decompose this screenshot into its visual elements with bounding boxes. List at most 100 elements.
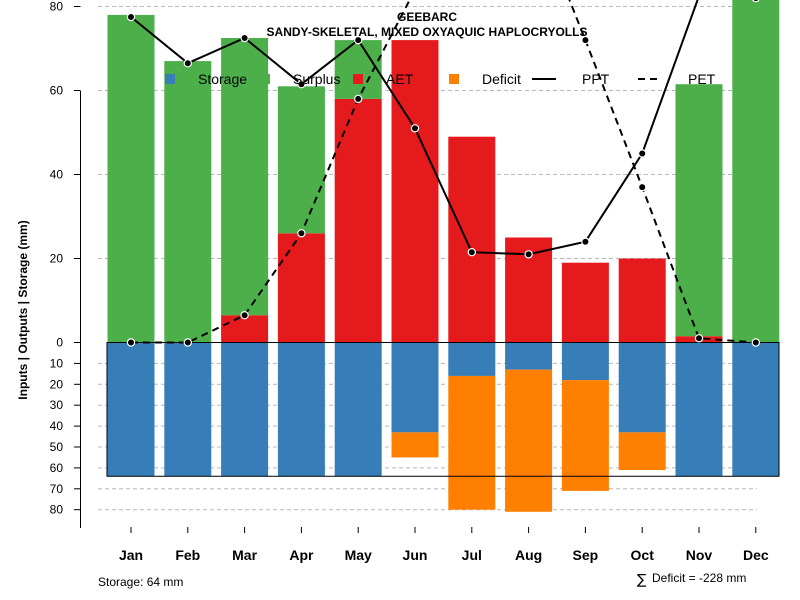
y-tick-label: 20 bbox=[50, 377, 64, 391]
bar-surplus bbox=[277, 86, 325, 234]
pet-point bbox=[126, 338, 136, 347]
bar-storage bbox=[732, 342, 780, 477]
y-tick-label: 0 bbox=[56, 336, 63, 350]
storage-capacity-box bbox=[106, 342, 780, 477]
bar-surplus bbox=[732, 0, 780, 343]
bar-storage bbox=[221, 342, 269, 477]
ppt-point bbox=[410, 124, 420, 133]
bar-storage bbox=[107, 342, 155, 477]
legend-item-ppt: PPT bbox=[532, 71, 610, 87]
y-tick-label: 60 bbox=[50, 461, 64, 475]
storage-note: Storage: 64 mm bbox=[98, 575, 183, 589]
legend-item-aet: AET bbox=[353, 71, 414, 87]
legend-label: Deficit bbox=[482, 71, 521, 87]
x-tick-label: Apr bbox=[289, 547, 314, 563]
y-tick-label: 30 bbox=[50, 398, 64, 412]
bar-storage bbox=[505, 342, 553, 370]
legend-swatch-storage bbox=[165, 74, 175, 84]
x-tick-label: Jan bbox=[119, 547, 143, 563]
ppt-point bbox=[240, 33, 249, 43]
pet-point bbox=[297, 229, 306, 238]
legend-item-surplus: Surplus bbox=[260, 71, 340, 87]
x-tick-label: Jun bbox=[403, 547, 428, 563]
bar-surplus bbox=[221, 38, 269, 316]
pet-point bbox=[183, 338, 192, 347]
chart-title: GEEBARC bbox=[397, 10, 457, 24]
legend: Storage Surplus AET Deficit PPT PET bbox=[165, 71, 716, 87]
bar-deficit bbox=[505, 369, 553, 512]
bar-deficit bbox=[618, 432, 666, 470]
lines-group bbox=[126, 0, 761, 347]
bar-storage bbox=[334, 342, 382, 477]
ppt-point bbox=[467, 247, 476, 257]
bar-aet bbox=[334, 98, 382, 343]
pet-point bbox=[751, 338, 761, 347]
x-tick-label: May bbox=[345, 547, 372, 563]
ppt-point bbox=[524, 250, 533, 259]
bar-surplus bbox=[164, 61, 212, 343]
pet-point bbox=[694, 334, 704, 343]
ppt-point bbox=[183, 59, 192, 68]
storage-frame bbox=[106, 342, 780, 477]
bar-aet bbox=[561, 262, 609, 343]
bar-aet bbox=[391, 40, 439, 343]
pet-point bbox=[354, 94, 363, 104]
pet-line bbox=[131, 0, 756, 344]
ppt-point bbox=[126, 12, 136, 22]
x-tick-label: Mar bbox=[232, 547, 257, 563]
x-tick-label: Dec bbox=[743, 547, 769, 563]
ppt-point bbox=[752, 0, 760, 3]
legend-swatch-deficit bbox=[449, 74, 459, 84]
legend-label: PET bbox=[688, 71, 716, 87]
bar-deficit bbox=[448, 375, 496, 510]
bar-storage bbox=[391, 342, 439, 433]
bar-aet bbox=[618, 258, 666, 343]
legend-label: PPT bbox=[582, 71, 610, 87]
x-tick-label: Aug bbox=[515, 547, 542, 563]
bar-aet bbox=[448, 136, 496, 343]
ppt-point bbox=[638, 149, 647, 158]
bar-storage bbox=[277, 342, 325, 477]
legend-swatch-aet bbox=[353, 74, 363, 84]
pet-point bbox=[581, 35, 590, 45]
ppt-point bbox=[354, 35, 363, 45]
bar-surplus bbox=[675, 84, 723, 337]
bar-deficit bbox=[391, 432, 439, 458]
legend-item-deficit: Deficit bbox=[449, 71, 521, 87]
legend-label: Storage bbox=[198, 71, 247, 87]
y-tick-label: 60 bbox=[50, 84, 64, 98]
bars-group bbox=[107, 0, 780, 512]
pet-point bbox=[240, 311, 249, 320]
bar-storage bbox=[448, 342, 496, 376]
bar-storage bbox=[618, 342, 666, 433]
y-tick-label: 20 bbox=[50, 252, 64, 266]
ppt-point bbox=[581, 237, 590, 246]
y-tick-label: 40 bbox=[50, 168, 64, 182]
y-tick-label: 70 bbox=[50, 482, 64, 496]
bar-surplus bbox=[107, 14, 155, 343]
legend-item-pet: PET bbox=[638, 71, 716, 87]
bar-aet bbox=[277, 233, 325, 343]
bar-storage bbox=[164, 342, 212, 477]
axes-group: 0204060801001201020304050607080JanFebMar… bbox=[50, 0, 769, 563]
x-tick-label: Jul bbox=[462, 547, 482, 563]
x-tick-label: Nov bbox=[686, 547, 713, 563]
pet-point bbox=[638, 182, 647, 192]
y-tick-label: 10 bbox=[50, 356, 64, 370]
y-tick-label: 80 bbox=[50, 0, 64, 14]
y-tick-label: 50 bbox=[50, 440, 64, 454]
legend-label: AET bbox=[386, 71, 414, 87]
bar-storage bbox=[675, 342, 723, 477]
x-tick-label: Feb bbox=[175, 547, 200, 563]
y-tick-label: 80 bbox=[50, 503, 64, 517]
legend-item-storage: Storage bbox=[165, 71, 247, 87]
ppt-line bbox=[130, 0, 699, 256]
x-tick-label: Oct bbox=[631, 547, 655, 563]
bar-surplus bbox=[334, 40, 382, 99]
legend-swatch-surplus bbox=[260, 74, 270, 84]
bar-deficit bbox=[561, 380, 609, 491]
bar-aet bbox=[221, 315, 269, 343]
sigma-symbol: ∑ bbox=[637, 572, 647, 588]
deficit-note: Deficit = -228 mm bbox=[652, 571, 746, 585]
